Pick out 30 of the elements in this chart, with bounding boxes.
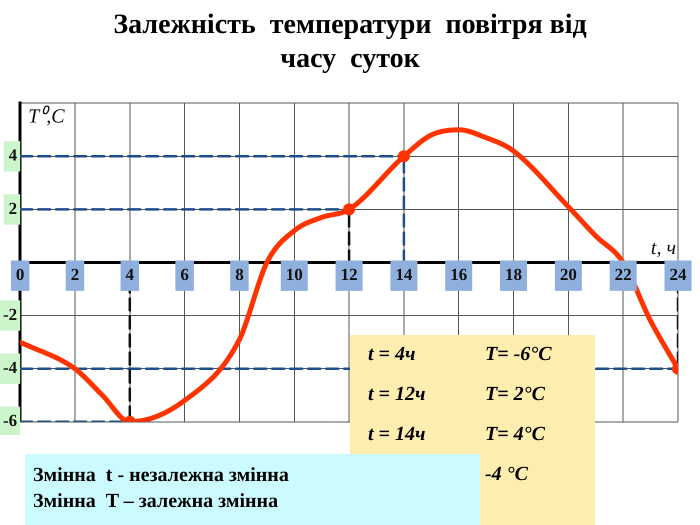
y-tick-label: -4 <box>2 358 18 378</box>
x-tick-label: 8 <box>235 265 244 284</box>
x-tick-label: 0 <box>16 265 24 284</box>
text: Змінна T – залежна змінна <box>32 489 280 514</box>
y-tick-label: -6 <box>2 411 18 430</box>
text: Змінна t - незалежна змінна <box>32 463 290 488</box>
x-tick-label: 14 <box>395 265 413 284</box>
chart-title: Залежність температури повітря від часу суток <box>112 8 588 76</box>
annotation: t = 4ч <box>367 343 416 367</box>
x-tick-label: 22 <box>614 265 632 284</box>
y-tick-label: 4 <box>8 146 18 165</box>
x-tick-label: 24 <box>670 265 687 284</box>
y-tick-label: 2 <box>8 198 18 218</box>
x-tick-label: 18 <box>505 265 522 284</box>
text: T= 4°C <box>485 423 545 447</box>
x-tick-label: 2 <box>70 265 80 284</box>
x-tick-label: 6 <box>180 265 189 284</box>
text: t = 14ч <box>367 423 426 447</box>
x-tick-label: 20 <box>560 265 577 284</box>
y-tick-label: -2 <box>2 304 18 324</box>
annotation: t = 12ч <box>367 383 426 407</box>
text: -4 °C <box>485 463 528 487</box>
x-tick-label: 10 <box>286 265 303 284</box>
x-axis-title: t, ч <box>650 236 676 259</box>
x-tick-label: 4 <box>126 265 135 284</box>
annotation: T= 2°C <box>485 383 545 407</box>
annotation: T= -6°C <box>485 343 552 367</box>
x-tick-label: 16 <box>450 265 468 284</box>
y-axis-title: T⁰,C <box>28 104 66 128</box>
x-tick-label: 12 <box>340 265 358 284</box>
